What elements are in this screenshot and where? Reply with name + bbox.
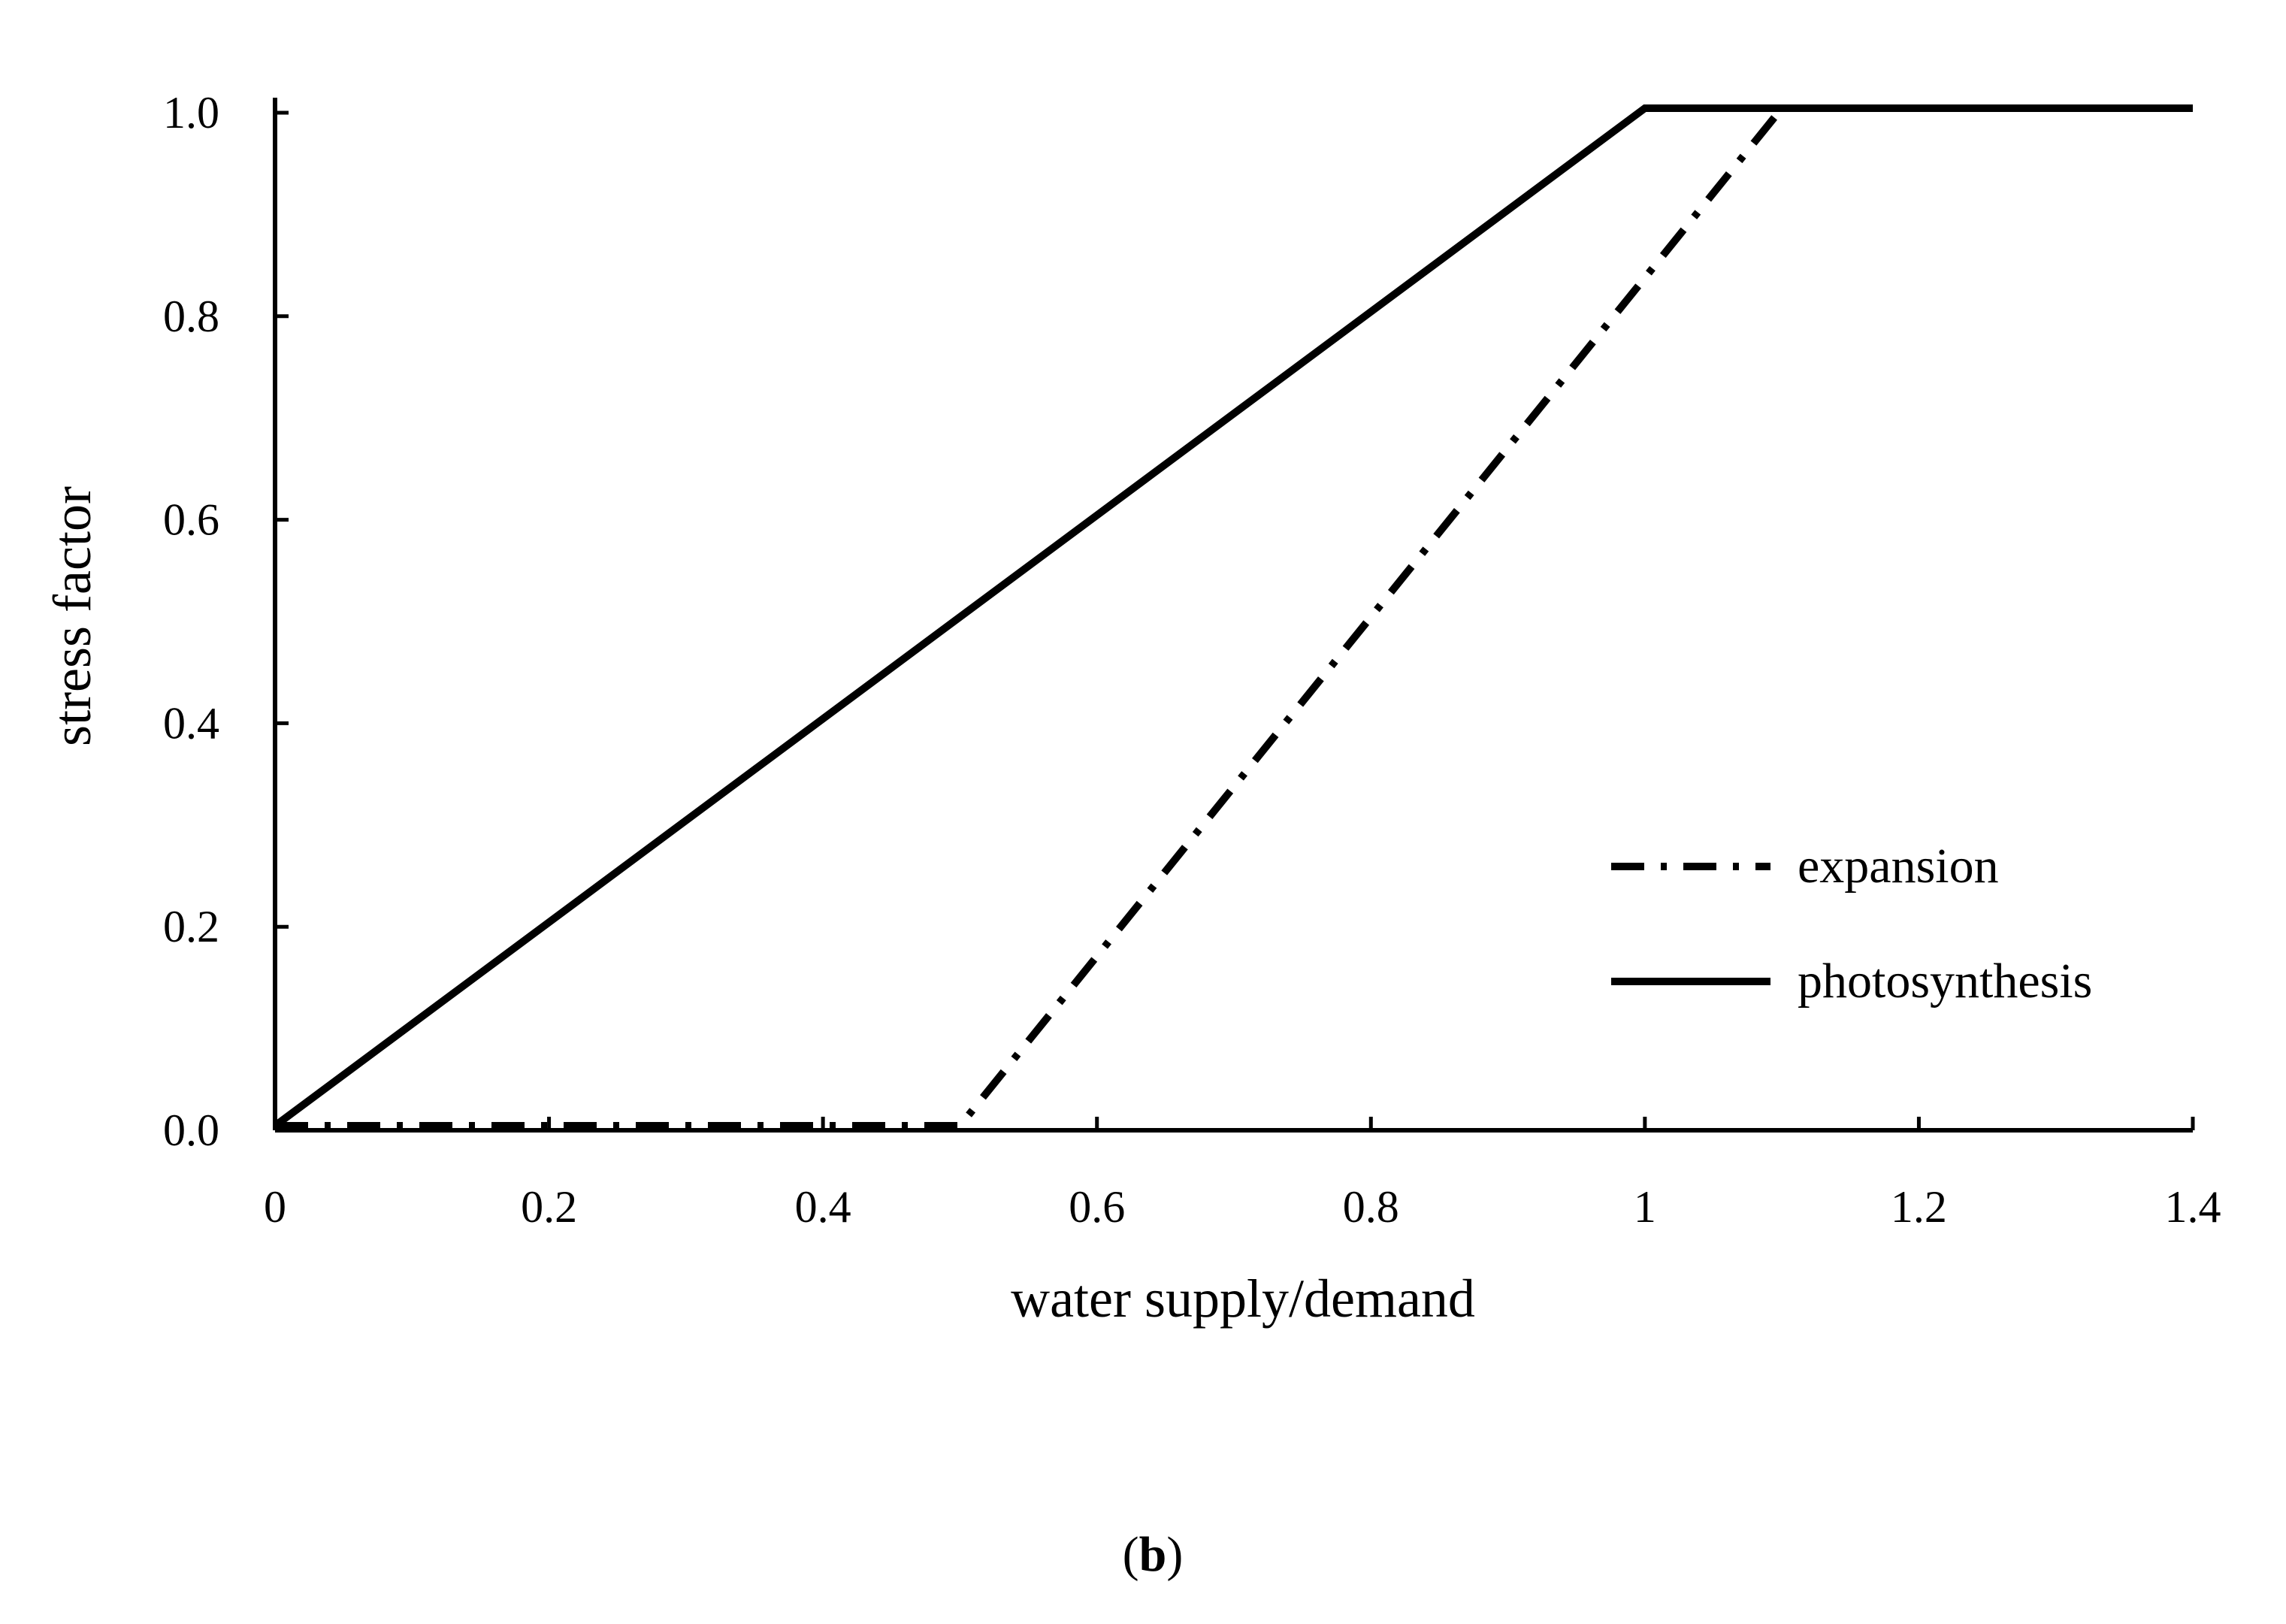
x-axis-title: water supply/demand xyxy=(1011,1269,1475,1329)
panel-label-open: ( xyxy=(1123,1527,1139,1582)
y-ticks-group: 0.0 0.2 0.4 0.6 0.8 1.0 xyxy=(163,88,289,1155)
series-line-photosynthesis xyxy=(273,104,2193,1130)
x-ticks-group: 0 0.2 0.4 0.6 0.8 1 1.2 1.4 xyxy=(264,1117,2221,1232)
x-tick-label: 1.4 xyxy=(2165,1182,2221,1232)
y-tick-label: 0.4 xyxy=(163,698,219,748)
x-tick-label: 0.6 xyxy=(1069,1182,1125,1232)
panel-label: (b) xyxy=(1123,1527,1184,1582)
y-tick-label: 0.6 xyxy=(163,495,219,545)
x-tick-label: 0.2 xyxy=(521,1182,577,1232)
panel-label-close: ) xyxy=(1166,1527,1183,1582)
y-tick-label: 1.0 xyxy=(163,88,219,138)
y-axis-title: stress factor xyxy=(42,486,102,746)
series-line-expansion xyxy=(275,104,2193,1130)
x-tick-label: 1 xyxy=(1634,1182,1656,1232)
x-tick-label: 0 xyxy=(264,1182,286,1232)
x-tick-label: 0.4 xyxy=(795,1182,851,1232)
legend: expansion photosynthesis xyxy=(1611,839,2092,1009)
y-tick-label: 0.0 xyxy=(163,1105,219,1155)
axes-group xyxy=(273,98,2193,1133)
y-tick-label: 0.2 xyxy=(163,902,219,951)
legend-label-expansion: expansion xyxy=(1798,839,1999,894)
panel-label-letter: b xyxy=(1139,1527,1167,1582)
x-tick-label: 0.8 xyxy=(1343,1182,1399,1232)
series-group xyxy=(273,104,2193,1130)
x-tick-label: 1.2 xyxy=(1891,1182,1947,1232)
y-tick-label: 0.8 xyxy=(163,292,219,341)
legend-label-photosynthesis: photosynthesis xyxy=(1798,954,2092,1009)
